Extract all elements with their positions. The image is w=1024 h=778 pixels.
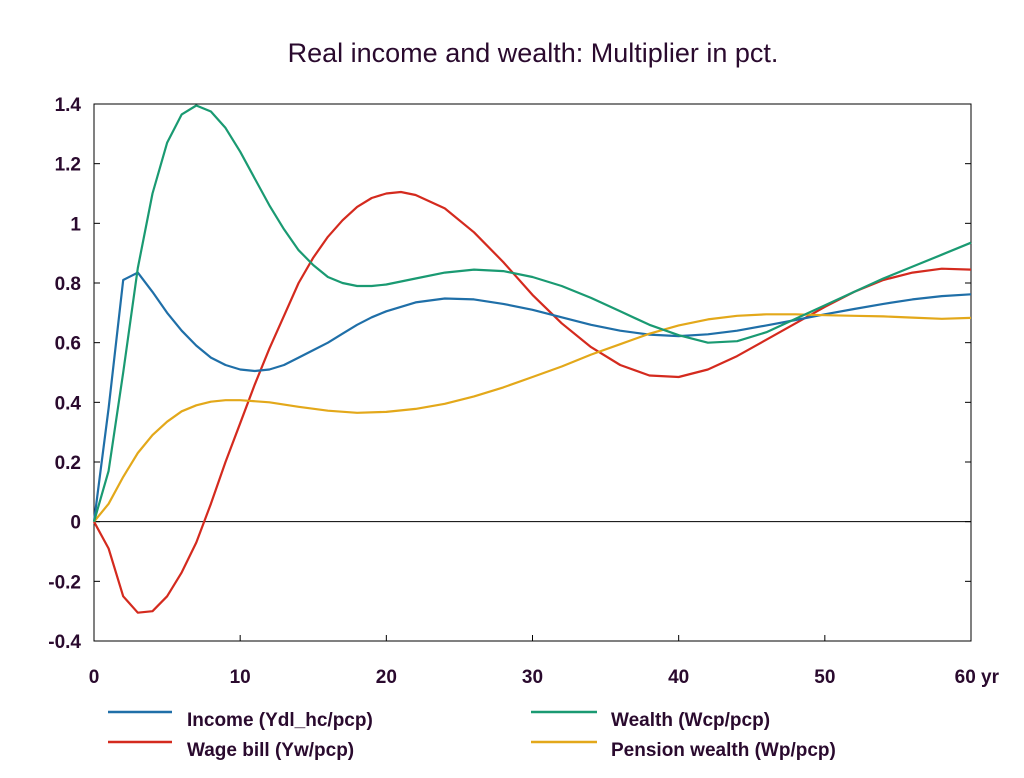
legend-label-1: Income (Ydl_hc/pcp) <box>187 710 373 731</box>
legend-label-2: Wealth (Wcp/pcp) <box>611 710 770 731</box>
y-tick-label: 0.6 <box>55 334 81 355</box>
y-tick-label: 0.2 <box>55 453 81 474</box>
x-tick-label: 50 <box>814 667 835 688</box>
series-line-3 <box>93 190 972 614</box>
y-tick-label: 1 <box>70 214 81 235</box>
axes: -0.4 -0.2 0 0.2 0.4 0.6 0.8 1 1.2 1.4 0 10 20 30 40 50 6… <box>48 95 999 688</box>
legend-label-3: Wage bill (Yw/pcp) <box>187 740 354 761</box>
x-tick-label: 60 yr <box>955 667 1000 688</box>
series-line-4 <box>93 313 972 523</box>
plot-frame <box>93 103 972 642</box>
x-tick-label: 20 <box>376 667 397 688</box>
series-layer <box>92 104 972 614</box>
x-tick-label: 30 <box>522 667 543 688</box>
y-tick-label: 1.2 <box>55 155 81 176</box>
legend-label-4: Pension wealth (Wp/pcp) <box>611 740 836 761</box>
x-tick-label: 0 <box>89 667 100 688</box>
x-tick-label: 10 <box>230 667 251 688</box>
chart-title: Real income and wealth: Multiplier in pc… <box>288 38 779 68</box>
legend: Income (Ydl_hc/pcp) Wealth (Wcp/pcp) Wage … <box>108 710 836 761</box>
y-tick-label: 0 <box>70 513 81 534</box>
series-line-1 <box>92 271 972 522</box>
y-tick-label: 1.4 <box>55 95 82 116</box>
x-tick-label: 40 <box>668 667 689 688</box>
y-tick-label: 0.4 <box>55 393 82 414</box>
y-tick-label: -0.2 <box>48 572 81 593</box>
y-tick-label: -0.4 <box>48 632 81 653</box>
series-line-2 <box>92 104 972 523</box>
y-tick-label: 0.8 <box>55 274 81 295</box>
